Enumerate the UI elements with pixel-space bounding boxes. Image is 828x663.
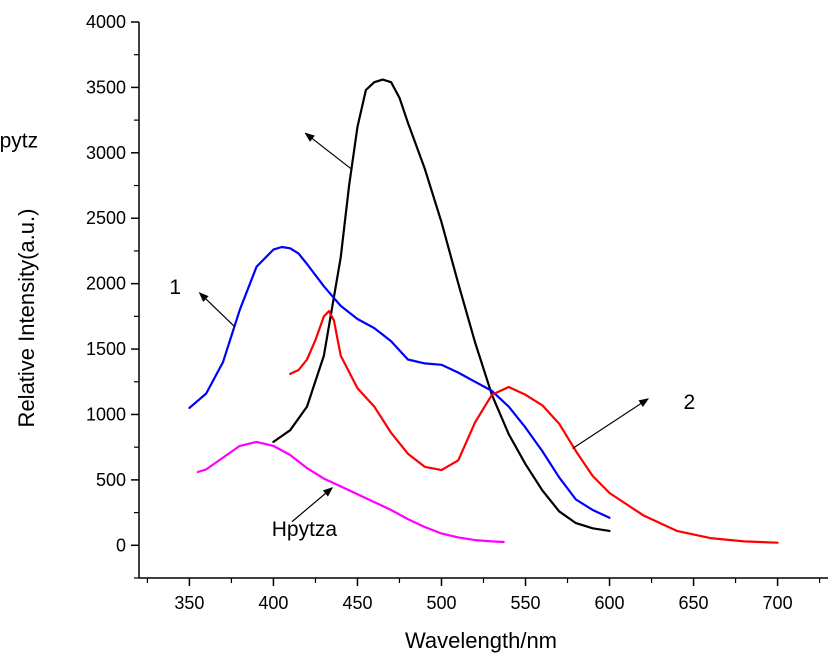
x-axis-label: Wavelength/nm: [405, 628, 557, 653]
series-line-1: [188, 245, 611, 519]
y-axis-label: Relative Intensity(a.u.): [14, 209, 39, 428]
x-tick-label: 350: [174, 593, 204, 613]
x-tick-label: 550: [510, 593, 540, 613]
y-tick-label: 2000: [86, 274, 126, 294]
series-line-hpytza: [196, 440, 505, 544]
annotation-label-hpytza: Hpytza: [272, 518, 338, 541]
series-layer: [188, 78, 779, 544]
x-tick-label: 650: [679, 593, 709, 613]
series-line-2: [289, 310, 779, 544]
x-tick-label: 400: [258, 593, 288, 613]
x-tick-label: 500: [426, 593, 456, 613]
y-tick-label: 0: [116, 535, 126, 555]
y-tick-label: 3500: [86, 77, 126, 97]
y-tick-label: 2500: [86, 208, 126, 228]
annotation-label-2: 2: [683, 391, 695, 414]
y-tick-label: 500: [96, 470, 126, 490]
annotations: Hpytz 1 2 Hpytza: [0, 130, 695, 542]
annotation-arrow-2: [572, 398, 650, 449]
annotation-arrow-1: [198, 292, 236, 328]
annotation-label-hpytz: Hpytz: [0, 130, 38, 153]
annotation-arrow-hpytz: [304, 132, 353, 171]
axes: [138, 22, 828, 579]
x-tick-label: 700: [763, 593, 793, 613]
y-tick-label: 4000: [86, 12, 126, 32]
y-tick-label: 1500: [86, 339, 126, 359]
series-line-hpytz: [272, 78, 611, 533]
x-tick-label: 450: [342, 593, 372, 613]
x-tick-label: 600: [595, 593, 625, 613]
y-tick-label: 1000: [86, 404, 126, 424]
annotation-arrow-hpytza: [291, 487, 334, 523]
y-tick-label: 3000: [86, 143, 126, 163]
annotation-label-1: 1: [169, 276, 181, 299]
